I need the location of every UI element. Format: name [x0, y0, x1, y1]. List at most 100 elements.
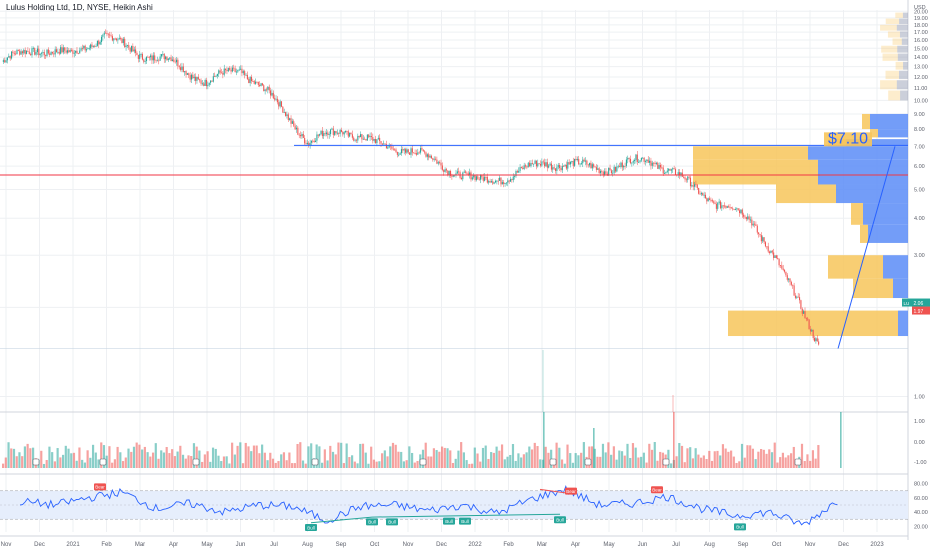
- candle-body: [317, 134, 319, 136]
- candle-body: [309, 142, 311, 146]
- volume-bar: [710, 460, 714, 468]
- candle-body: [364, 138, 366, 140]
- candle-body: [538, 163, 540, 165]
- volume-bar: [105, 455, 108, 468]
- vp-bar-faint-down: [901, 38, 908, 45]
- candle-body: [579, 163, 581, 165]
- candle-body: [200, 80, 202, 84]
- volume-bar: [252, 445, 256, 468]
- candle-body: [674, 169, 677, 175]
- candle-body: [150, 55, 152, 58]
- candle-body: [702, 192, 704, 196]
- candle-body: [369, 136, 371, 138]
- candle-body: [27, 50, 29, 52]
- candle-body: [792, 284, 794, 286]
- candle-body: [16, 49, 18, 55]
- candle-body: [698, 187, 700, 194]
- candle-body: [801, 308, 803, 314]
- candle-body: [642, 157, 644, 159]
- volume-bar: [555, 442, 558, 468]
- rsi-tick-label: 40.00: [914, 510, 928, 516]
- volume-bar: [53, 461, 56, 468]
- candle-body: [709, 198, 711, 200]
- x-tick-label: Feb: [101, 542, 112, 548]
- candle-body: [223, 68, 225, 75]
- volume-bar: [378, 461, 381, 468]
- candle-body: [271, 92, 273, 96]
- candle-body: [696, 184, 698, 188]
- volume-bar: [462, 452, 465, 468]
- vp-bar-faint: [895, 12, 908, 18]
- candle-body: [679, 172, 681, 176]
- candle-body: [8, 56, 10, 58]
- candle-body: [489, 181, 491, 183]
- candle-body: [286, 114, 288, 116]
- candle-body: [818, 341, 820, 345]
- candle-body: [9, 56, 11, 59]
- candle-body: [492, 181, 494, 184]
- candle-body: [704, 194, 707, 199]
- candle-body: [456, 171, 458, 174]
- vp-bar-faint: [880, 24, 908, 31]
- candle-body: [452, 175, 454, 177]
- candle-body: [62, 47, 64, 53]
- candle-body: [563, 166, 565, 167]
- candle-body: [353, 137, 355, 141]
- volume-bar: [160, 450, 163, 468]
- candle-body: [402, 149, 404, 151]
- candle-body: [730, 207, 732, 209]
- x-tick-label: Sep: [738, 542, 749, 548]
- candle-body: [219, 70, 221, 73]
- candle-body: [336, 132, 338, 134]
- volume-bar: [678, 442, 681, 468]
- volume-bar: [135, 442, 138, 468]
- candle-body: [426, 154, 428, 157]
- volume-bar: [593, 448, 596, 468]
- candle-body: [293, 121, 295, 126]
- vp-bar-faint-down: [897, 53, 908, 61]
- volume-bar: [111, 462, 114, 468]
- volume-bar: [746, 445, 749, 468]
- vp-bar-down: [808, 146, 908, 160]
- candle-body: [237, 70, 239, 72]
- volume-bar: [359, 443, 362, 468]
- candle-body: [85, 49, 88, 51]
- volume-bar: [713, 451, 716, 468]
- candle-body: [225, 68, 227, 71]
- candle-body: [666, 170, 668, 172]
- candle-body: [505, 182, 507, 184]
- volume-bar: [241, 463, 245, 468]
- candle-body: [721, 205, 723, 209]
- candle-body: [23, 49, 25, 54]
- candle-body: [391, 146, 393, 149]
- volume-bar: [367, 463, 370, 468]
- event-marker: [419, 458, 427, 466]
- vp-bar-faint: [887, 31, 908, 38]
- candle-body: [429, 155, 431, 158]
- candle-body: [184, 71, 186, 73]
- candle-body: [591, 164, 593, 169]
- volume-bar: [394, 444, 397, 468]
- candle-body: [214, 76, 216, 77]
- current-price-tag: [912, 298, 930, 307]
- candle-body: [45, 55, 47, 57]
- candle-body: [152, 55, 154, 61]
- volume-bar: [258, 453, 261, 468]
- volume-bar: [331, 451, 335, 468]
- candle-body: [4, 60, 6, 63]
- candle-body: [122, 38, 124, 43]
- candle-body: [417, 152, 419, 155]
- candle-body: [110, 35, 112, 37]
- candle-body: [500, 177, 502, 185]
- candle-body: [651, 162, 653, 166]
- volume-bar: [814, 458, 817, 468]
- volume-bar: [277, 461, 280, 468]
- candle-body: [306, 142, 308, 145]
- volume-bar: [656, 460, 659, 468]
- candle-body: [650, 160, 652, 166]
- candle-body: [201, 83, 203, 85]
- candle-body: [464, 171, 467, 173]
- volume-bar: [250, 451, 253, 468]
- candle-body: [358, 135, 360, 138]
